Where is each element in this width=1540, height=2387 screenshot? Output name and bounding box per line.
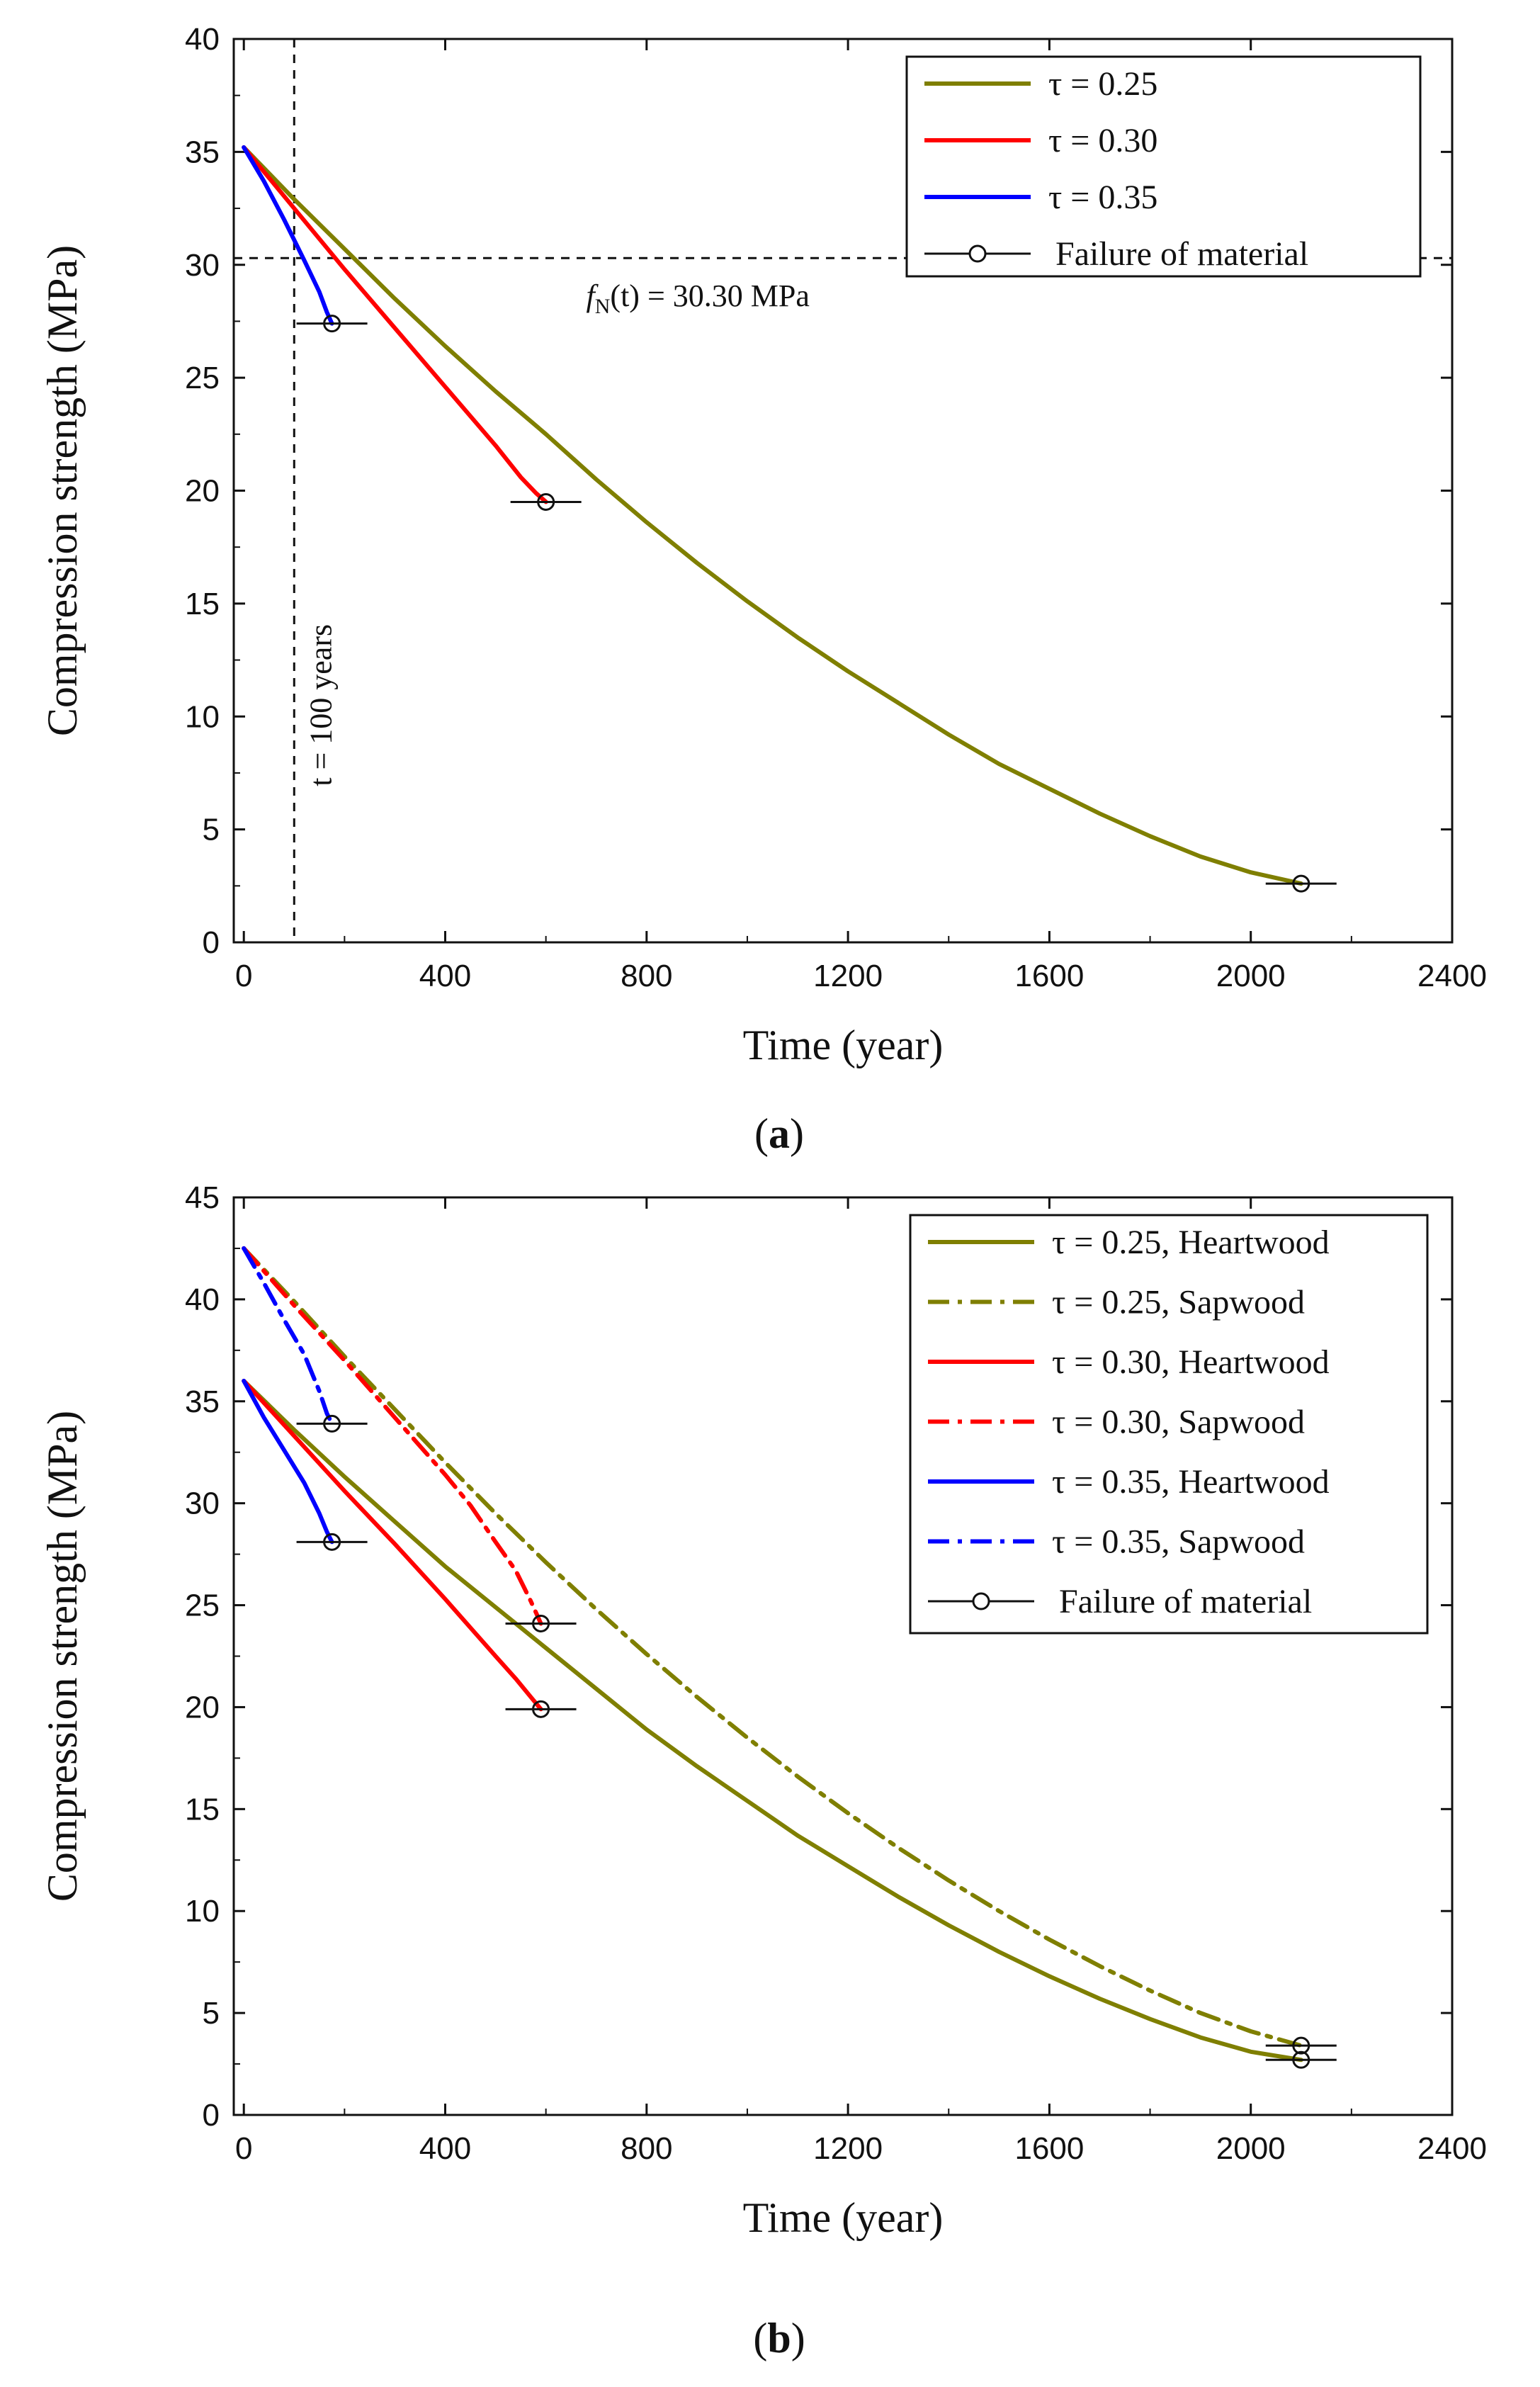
failure-marker <box>323 1414 341 1433</box>
legend-label-failure: Failure of material <box>1055 235 1308 273</box>
failure-marker <box>1292 874 1310 893</box>
legend-label: τ = 0.30, Heartwood <box>1052 1343 1330 1381</box>
panel-label: (b) <box>753 2315 805 2361</box>
panel-letter: a <box>769 1110 790 1157</box>
y-tick-label: 0 <box>203 925 220 960</box>
panel-b-chart: 0 400 800 1200 1600 2000 2400 0 5 10 15 20 25 30 35 40 4… <box>39 1180 1487 2361</box>
reference-label-horizontal: fN(t) = 30.30 MPa <box>587 278 810 318</box>
failure-marker <box>1292 2036 1310 2055</box>
x-tick-label: 0 <box>235 959 252 993</box>
legend-label: τ = 0.25, Sapwood <box>1052 1284 1305 1321</box>
x-tick-label: 400 <box>419 2131 471 2166</box>
y-tick-label: 15 <box>185 587 220 621</box>
x-axis-title: Time (year) <box>743 1022 944 1068</box>
y-tick-label: 40 <box>185 1282 220 1317</box>
series-line-2 <box>242 1246 1303 2048</box>
legend-label: τ = 0.35, Heartwood <box>1052 1463 1330 1501</box>
series-line-3 <box>242 145 334 326</box>
series-line-6 <box>242 1246 334 1426</box>
y-tick-label: 25 <box>185 361 220 395</box>
legend-label: τ = 0.25, Heartwood <box>1052 1224 1330 1261</box>
x-tick-label: 1600 <box>1014 959 1084 993</box>
legend-label: τ = 0.25 <box>1048 65 1157 103</box>
y-tick-label: 20 <box>185 474 220 509</box>
y-tick-label: 10 <box>185 1894 220 1929</box>
y-tick-label: 45 <box>185 1180 220 1215</box>
x-axis-title: Time (year) <box>743 2194 944 2241</box>
y-tick-label: 30 <box>185 1486 220 1521</box>
legend-label: τ = 0.35, Sapwood <box>1052 1523 1305 1561</box>
y-tick-label: 10 <box>185 699 220 734</box>
series-line-3 <box>242 1379 543 1712</box>
legend-box <box>905 55 1422 278</box>
series-line-5 <box>242 1379 334 1545</box>
series-line-1 <box>242 145 1303 886</box>
y-tick-label: 15 <box>185 1792 220 1827</box>
x-tick-label: 0 <box>235 2131 252 2166</box>
failure-marker <box>532 1614 550 1632</box>
legend-box <box>909 1214 1429 1635</box>
x-tick-label: 1200 <box>813 959 883 993</box>
x-tick-label: 1200 <box>813 2131 883 2166</box>
y-tick-label: 20 <box>185 1690 220 1725</box>
x-tick-label: 2000 <box>1216 2131 1286 2166</box>
legend-label: τ = 0.35 <box>1048 179 1157 216</box>
x-tick-label: 2400 <box>1417 959 1487 993</box>
legend-label: τ = 0.30, Sapwood <box>1052 1404 1305 1441</box>
x-tick-label: 800 <box>621 959 672 993</box>
failure-marker <box>323 315 341 333</box>
x-tick-label: 800 <box>621 2131 672 2166</box>
panel-label: (a) <box>754 1110 804 1157</box>
failure-marker <box>323 1533 341 1551</box>
panel-a-chart: 0 400 800 1200 1600 2000 2400 0 5 10 15 20 25 30 35 40 T… <box>39 22 1487 1157</box>
label-subscript: N <box>595 295 611 318</box>
failure-marker <box>532 1700 550 1718</box>
y-tick-label: 5 <box>203 813 220 847</box>
y-tick-label: 0 <box>203 2098 220 2133</box>
label-suffix: (t) = 30.30 MPa <box>610 278 809 313</box>
series-line-1 <box>242 1379 1303 2062</box>
y-axis-title: Compression strength (MPa) <box>39 245 86 736</box>
legend-failure-marker <box>972 1592 990 1610</box>
legend-label-failure: Failure of material <box>1059 1583 1312 1620</box>
y-tick-label: 40 <box>185 22 220 57</box>
series-line-4 <box>242 1246 543 1626</box>
y-axis-title: Compression strength (MPa) <box>39 1411 86 1902</box>
y-tick-label: 5 <box>203 1996 220 2031</box>
y-tick-label: 35 <box>185 135 220 169</box>
failure-marker <box>537 492 555 511</box>
series-line-2 <box>242 145 548 504</box>
x-tick-label: 1600 <box>1014 2131 1084 2166</box>
x-tick-label: 400 <box>419 959 471 993</box>
legend-label: τ = 0.30 <box>1048 122 1157 159</box>
y-tick-label: 25 <box>185 1588 220 1623</box>
x-tick-label: 2400 <box>1417 2131 1487 2166</box>
x-tick-label: 2000 <box>1216 959 1286 993</box>
failure-marker <box>1292 2050 1310 2069</box>
y-tick-label: 30 <box>185 248 220 283</box>
reference-label-vertical: t = 100 years <box>303 624 338 786</box>
legend-failure-marker <box>968 244 987 263</box>
y-tick-label: 35 <box>185 1384 220 1419</box>
panel-letter: b <box>767 2315 791 2361</box>
